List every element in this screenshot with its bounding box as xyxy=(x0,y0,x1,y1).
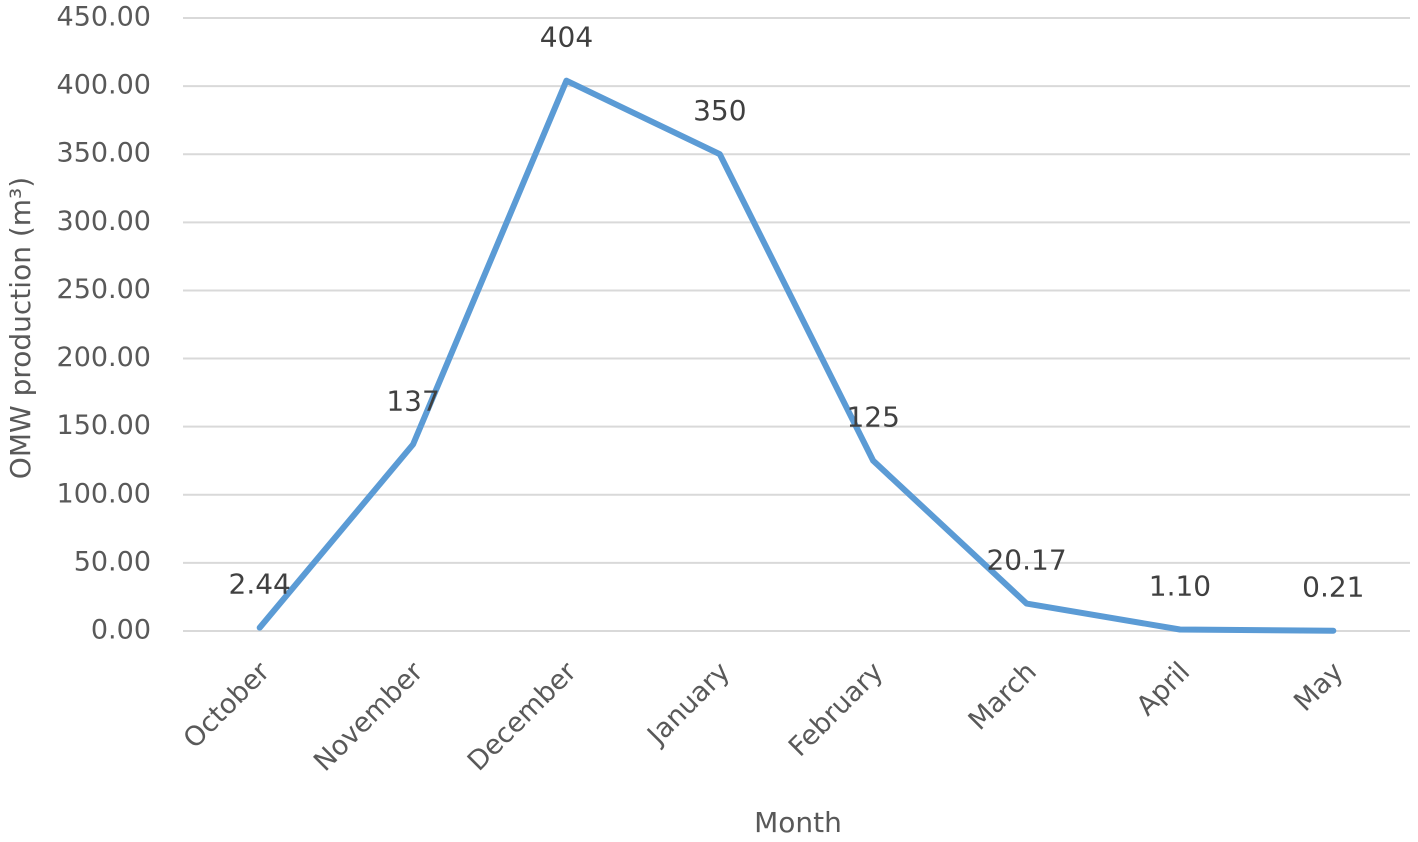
y-tick-label: 50.00 xyxy=(74,546,151,577)
x-tick-label: March xyxy=(963,656,1043,736)
y-tick-label: 0.00 xyxy=(91,615,151,646)
data-label: 404 xyxy=(540,21,593,54)
data-label: 2.44 xyxy=(229,568,291,601)
x-tick-label: January xyxy=(640,656,736,752)
y-tick-label: 100.00 xyxy=(57,478,151,509)
y-tick-label: 150.00 xyxy=(57,410,151,441)
x-tick-label: December xyxy=(462,656,584,778)
y-tick-label: 450.00 xyxy=(57,2,151,33)
y-axis-title: OMW production (m³) xyxy=(4,177,37,479)
y-tick-label: 200.00 xyxy=(57,342,151,373)
x-tick-label: April xyxy=(1131,656,1197,722)
data-label: 137 xyxy=(386,384,439,417)
x-tick-label: May xyxy=(1288,656,1349,717)
y-tick-label: 400.00 xyxy=(57,70,151,101)
data-label: 125 xyxy=(846,401,899,434)
data-label: 0.21 xyxy=(1302,571,1364,604)
y-tick-label: 250.00 xyxy=(57,274,151,305)
y-tick-label: 300.00 xyxy=(57,206,151,237)
x-tick-label: October xyxy=(178,656,277,755)
data-label: 20.17 xyxy=(986,544,1066,577)
data-label: 350 xyxy=(693,94,746,127)
data-line xyxy=(256,77,1337,634)
data-label: 1.10 xyxy=(1149,570,1211,603)
x-axis-title: Month xyxy=(754,806,842,839)
x-tick-label: November xyxy=(308,656,430,778)
y-tick-label: 350.00 xyxy=(57,138,151,169)
x-tick-label: February xyxy=(783,656,890,763)
